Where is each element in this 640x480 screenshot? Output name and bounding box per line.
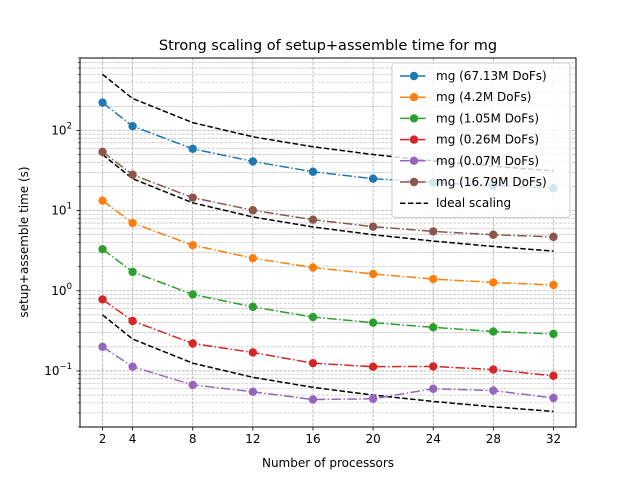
data-point <box>429 227 438 236</box>
x-tick-label: 20 <box>365 432 380 446</box>
data-point <box>128 218 137 228</box>
data-point <box>308 263 318 272</box>
y-tick-label: 101 <box>51 202 72 218</box>
legend-label: mg (0.26M DoFs) <box>436 133 539 147</box>
data-point <box>308 395 318 404</box>
data-point <box>188 193 197 202</box>
data-point <box>489 230 498 239</box>
data-point <box>188 339 197 348</box>
data-point <box>248 348 258 357</box>
x-tick-label: 2 <box>99 432 107 446</box>
data-point <box>429 362 438 371</box>
legend-label: mg (0.07M DoFs) <box>436 154 539 168</box>
data-point <box>188 144 197 153</box>
x-tick-label: 8 <box>189 432 197 446</box>
data-point <box>368 318 378 327</box>
data-point <box>429 323 438 332</box>
data-point <box>368 394 378 403</box>
data-point <box>429 384 438 393</box>
data-point <box>549 393 558 403</box>
data-point <box>368 269 378 279</box>
data-point <box>248 253 258 263</box>
x-tick-label: 32 <box>546 432 561 446</box>
data-point <box>128 362 137 371</box>
data-point <box>188 380 197 390</box>
data-point <box>248 157 258 166</box>
data-point <box>489 365 498 374</box>
legend: mg (67.13M DoFs) mg (4.2M DoFs) mg (1.05M … <box>391 62 571 218</box>
data-point <box>489 386 498 395</box>
legend-marker <box>409 93 419 102</box>
data-point <box>308 358 318 368</box>
data-point <box>308 167 318 176</box>
y-tick-label: 100 <box>51 282 72 298</box>
data-point <box>188 241 197 250</box>
data-point <box>98 196 107 205</box>
legend-marker <box>409 156 419 165</box>
data-point <box>98 295 107 304</box>
x-tick-label: 24 <box>426 432 441 446</box>
ideal-scaling-line <box>102 153 554 252</box>
data-point <box>128 316 137 326</box>
legend-label: Ideal scaling <box>436 196 511 210</box>
data-point <box>248 302 258 312</box>
data-point <box>368 222 378 231</box>
data-point <box>368 174 378 183</box>
legend-label: mg (16.79M DoFs) <box>436 175 547 189</box>
y-tick-label: 10−1 <box>44 362 72 378</box>
x-tick-label: 28 <box>486 432 501 446</box>
legend-label: mg (67.13M DoFs) <box>436 69 547 83</box>
y-tick-label: 102 <box>51 121 72 137</box>
data-point <box>549 232 558 242</box>
data-point <box>489 327 498 336</box>
data-point <box>128 267 137 277</box>
series-lines <box>98 98 558 404</box>
legend-box <box>391 62 571 218</box>
data-point <box>429 274 438 284</box>
data-point <box>128 121 137 131</box>
chart-title: Strong scaling of setup+assemble time fo… <box>159 38 497 54</box>
data-point <box>549 329 558 339</box>
legend-marker <box>409 135 419 144</box>
data-point <box>308 312 318 322</box>
data-point <box>549 280 558 290</box>
legend-marker <box>409 114 419 123</box>
x-tick-label: 12 <box>245 432 260 446</box>
legend-marker <box>409 71 419 81</box>
legend-marker <box>409 177 419 187</box>
x-tick-label: 4 <box>129 432 137 446</box>
data-point <box>489 278 498 287</box>
data-point <box>248 387 258 396</box>
data-point <box>368 362 378 371</box>
legend-label: mg (4.2M DoFs) <box>436 90 531 104</box>
data-point <box>188 290 197 299</box>
data-point <box>98 342 107 352</box>
y-axis-label: setup+assemble time (s) <box>17 166 31 317</box>
data-point <box>248 206 258 215</box>
ideal-scaling-line <box>102 314 554 413</box>
x-tick-label: 16 <box>305 432 320 446</box>
data-point <box>98 147 107 157</box>
legend-label: mg (1.05M DoFs) <box>436 111 539 125</box>
data-point <box>98 98 107 107</box>
data-point <box>128 170 137 179</box>
data-point <box>98 244 107 254</box>
data-point <box>308 215 318 224</box>
data-point <box>549 371 558 381</box>
x-axis-label: Number of processors <box>262 456 394 470</box>
